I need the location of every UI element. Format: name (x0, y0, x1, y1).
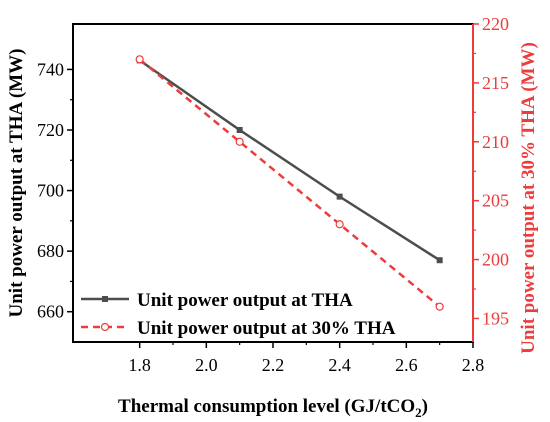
legend: Unit power output at THA Unit power outp… (81, 290, 396, 339)
data-point-tha (236, 127, 243, 133)
x-tick-label: 2.4 (328, 355, 351, 375)
data-point-30pct-tha (335, 220, 344, 229)
data-point-30pct-tha (235, 137, 244, 146)
data-point-tha (336, 193, 343, 200)
series-layer (135, 55, 444, 311)
legend-swatch-marker-tha (102, 296, 108, 302)
series-line-tha (138, 59, 441, 262)
left-y-tick-label: 680 (37, 241, 64, 261)
data-point-30pct-tha (435, 302, 444, 311)
x-axis-title-main: Thermal consumption level (GJ/tCO (118, 396, 415, 417)
right-y-axis-title: Unit power output at 30% THA (MW) (518, 42, 539, 354)
x-axis-ticks: 1.8 2.0 2.2 2.4 2.6 2.8 (128, 342, 484, 375)
right-y-tick-label: 200 (482, 250, 509, 270)
legend-label-30pct-tha: Unit power output at 30% THA (137, 318, 396, 339)
left-y-axis-title: Unit power output at THA (MW) (6, 48, 27, 317)
x-axis-title-subscript: 2 (415, 405, 422, 420)
x-axis-title-end: ) (422, 396, 428, 417)
left-y-axis-ticks: 660 680 700 720 740 (37, 59, 73, 322)
right-y-tick-label: 210 (482, 132, 509, 152)
x-tick-label: 1.8 (128, 355, 151, 375)
x-tick-label: 2.0 (195, 355, 218, 375)
legend-item-30pct-tha: Unit power output at 30% THA (81, 318, 396, 339)
x-tick-label: 2.8 (462, 355, 485, 375)
legend-label-tha: Unit power output at THA (137, 290, 353, 311)
left-y-tick-label: 720 (37, 120, 64, 140)
left-y-tick-label: 700 (37, 181, 64, 201)
right-y-tick-label: 195 (482, 308, 509, 328)
left-y-tick-label: 660 (37, 302, 64, 322)
right-y-tick-label: 220 (482, 14, 509, 34)
right-y-axis-ticks: 195 200 205 210 215 220 (472, 14, 509, 342)
legend-item-tha: Unit power output at THA (81, 290, 353, 311)
x-axis-title: Thermal consumption level (GJ/tCO2) (118, 396, 428, 420)
x-tick-label: 2.2 (262, 355, 285, 375)
right-y-tick-label: 205 (482, 191, 509, 211)
data-point-30pct-tha (135, 55, 144, 64)
left-y-tick-label: 740 (37, 59, 64, 79)
data-point-tha (436, 257, 443, 264)
series-line-30pct-tha (138, 58, 441, 308)
right-y-tick-label: 215 (482, 73, 509, 93)
legend-swatch-marker-30pct-tha (100, 322, 110, 332)
x-tick-label: 2.6 (395, 355, 418, 375)
